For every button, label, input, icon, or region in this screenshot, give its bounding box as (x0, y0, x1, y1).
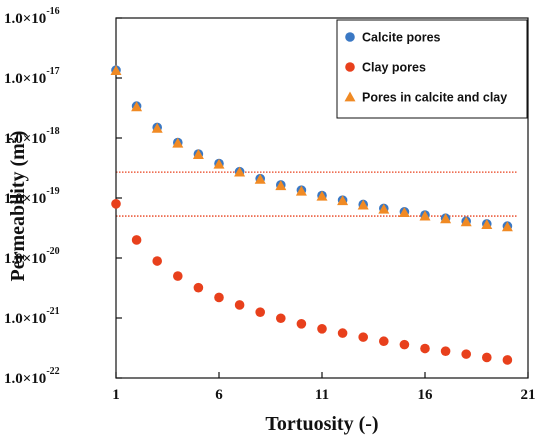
data-point (173, 271, 183, 281)
legend-label: Calcite pores (362, 31, 441, 45)
x-tick-label: 21 (521, 387, 536, 403)
data-point (234, 166, 246, 177)
data-point (131, 235, 142, 245)
y-tick-label: 1.0×10-19 (4, 186, 60, 207)
data-point (461, 349, 472, 359)
data-point (440, 346, 451, 356)
data-point (357, 199, 369, 210)
legend-marker (345, 32, 355, 42)
data-point (111, 199, 121, 209)
reference-lines-layer (116, 171, 518, 217)
data-point (502, 355, 513, 365)
data-point (234, 300, 245, 310)
data-point (295, 185, 307, 196)
data-point (317, 324, 327, 334)
data-point (213, 158, 225, 169)
x-tick-label: 6 (215, 387, 223, 403)
data-point (337, 195, 349, 206)
data-point (214, 292, 224, 303)
series-layer (110, 65, 513, 365)
data-point (440, 213, 452, 224)
data-point (193, 282, 204, 293)
data-point (192, 149, 204, 159)
legend-items: Calcite pores Clay pores Pores in calcite … (344, 31, 507, 105)
legend-label: Pores in calcite and clay (362, 91, 507, 105)
data-point (399, 339, 410, 350)
legend-marker (344, 91, 356, 102)
data-point (358, 332, 369, 342)
legend-label: Clay pores (362, 61, 426, 75)
data-point (172, 137, 184, 148)
x-tick-label: 1 (112, 387, 120, 403)
data-point (110, 65, 122, 75)
data-point (482, 352, 492, 363)
y-axis-title: Permeability (m2) (5, 131, 29, 282)
data-point (398, 207, 410, 218)
data-point (296, 319, 307, 329)
x-tick-label: 11 (315, 387, 329, 403)
data-point (255, 307, 265, 317)
data-point (316, 190, 328, 201)
data-point (337, 328, 348, 338)
data-point (254, 173, 266, 184)
y-tick-label: 1.0×10-17 (4, 66, 60, 87)
data-point (275, 180, 287, 191)
data-point (501, 221, 513, 232)
series-pores-in-calcite-and-clay (110, 65, 513, 232)
data-point (378, 203, 390, 214)
y-tick-label: 1.0×10-21 (4, 306, 60, 327)
x-axis-title: Tortuosity (-) (265, 413, 378, 435)
y-axis-title-main: Permeability (m (7, 143, 29, 282)
legend: Calcite pores Clay pores Pores in calcite … (336, 19, 528, 119)
y-axis-title-sup: 2 (5, 137, 19, 143)
data-point (420, 343, 430, 354)
y-tick-label: 1.0×10-18 (4, 126, 60, 147)
y-tick-label: 1.0×10-16 (4, 6, 60, 27)
y-tick-label: 1.0×10-22 (4, 366, 60, 387)
y-axis-title-close: ) (7, 131, 29, 138)
data-point (419, 210, 431, 221)
data-point (460, 216, 472, 227)
data-point (131, 101, 143, 112)
legend-box (336, 19, 528, 119)
ticks-layer: 1 6 11 16 211.0×10-161.0×10-171.0×10-181.0×1… (4, 6, 536, 403)
series-clay-pores (111, 199, 513, 365)
data-point (152, 256, 162, 266)
data-point (276, 313, 286, 324)
data-point (151, 122, 163, 133)
data-point (481, 219, 493, 230)
data-point (379, 336, 389, 347)
y-tick-label: 1.0×10-20 (4, 246, 60, 267)
x-tick-label: 16 (418, 387, 434, 403)
legend-marker (345, 62, 355, 72)
